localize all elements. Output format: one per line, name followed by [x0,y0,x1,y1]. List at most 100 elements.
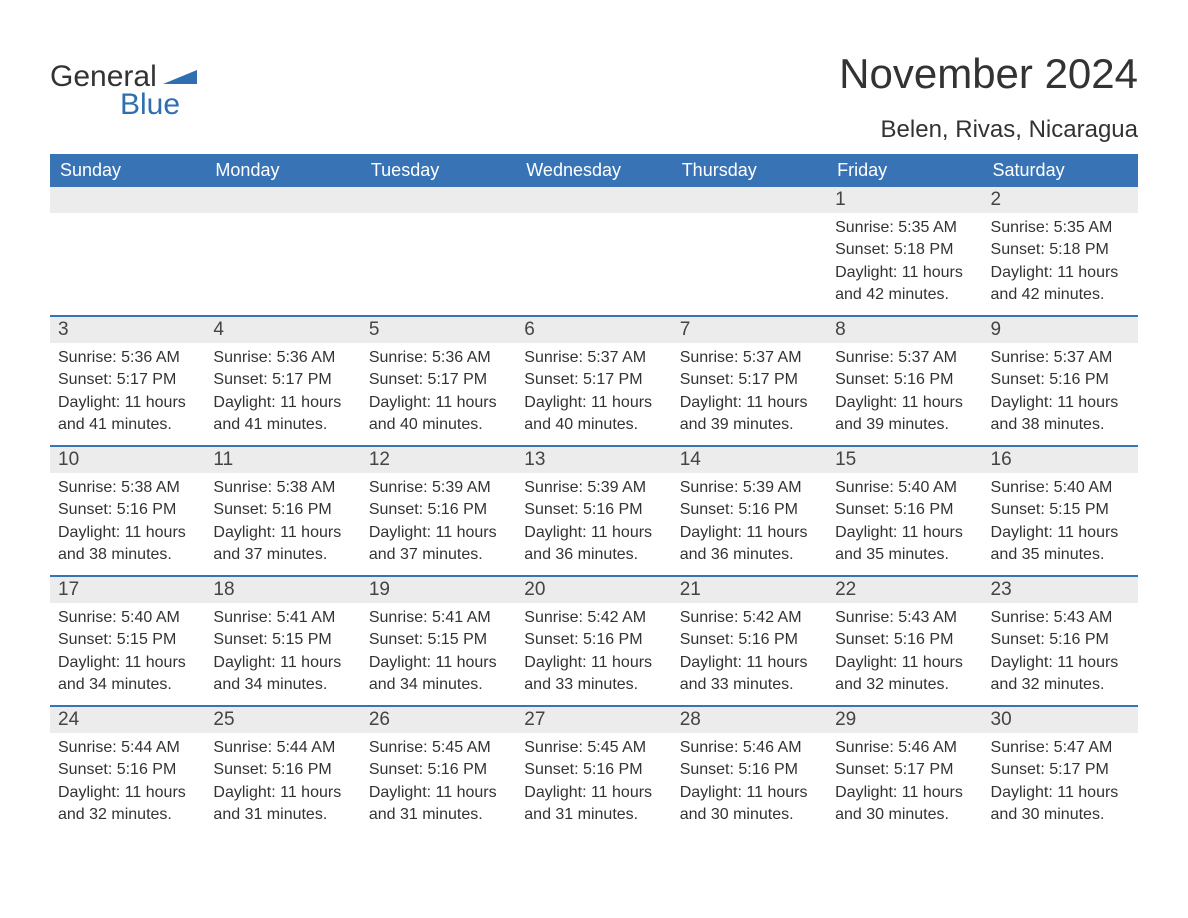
sunrise-text: Sunrise: 5:39 AM [680,477,819,499]
weeks-container: 1Sunrise: 5:35 AMSunset: 5:18 PMDaylight… [50,187,1138,835]
sunrise-text: Sunrise: 5:38 AM [213,477,352,499]
sunrise-text: Sunrise: 5:44 AM [213,737,352,759]
day-cell: 27Sunrise: 5:45 AMSunset: 5:16 PMDayligh… [516,707,671,835]
calendar-page: General Blue November 2024 Belen, Rivas,… [0,0,1188,875]
day-cell: 20Sunrise: 5:42 AMSunset: 5:16 PMDayligh… [516,577,671,705]
sunset-text: Sunset: 5:16 PM [524,759,663,781]
calendar-grid: Sunday Monday Tuesday Wednesday Thursday… [50,154,1138,835]
day-header-friday: Friday [827,154,982,187]
day-cell [50,187,205,315]
sunset-text: Sunset: 5:16 PM [524,629,663,651]
day-content: Sunrise: 5:35 AMSunset: 5:18 PMDaylight:… [983,213,1138,313]
day-content: Sunrise: 5:45 AMSunset: 5:16 PMDaylight:… [361,733,516,833]
sunset-text: Sunset: 5:16 PM [680,759,819,781]
day-cell: 7Sunrise: 5:37 AMSunset: 5:17 PMDaylight… [672,317,827,445]
day-cell: 16Sunrise: 5:40 AMSunset: 5:15 PMDayligh… [983,447,1138,575]
day-cell: 12Sunrise: 5:39 AMSunset: 5:16 PMDayligh… [361,447,516,575]
day-content: Sunrise: 5:40 AMSunset: 5:15 PMDaylight:… [50,603,205,703]
sunrise-text: Sunrise: 5:42 AM [680,607,819,629]
day-number: 8 [827,317,982,343]
daylight-text: Daylight: 11 hours and 36 minutes. [680,522,819,567]
day-number: 30 [983,707,1138,733]
day-header-row: Sunday Monday Tuesday Wednesday Thursday… [50,154,1138,187]
day-cell: 1Sunrise: 5:35 AMSunset: 5:18 PMDaylight… [827,187,982,315]
day-content: Sunrise: 5:45 AMSunset: 5:16 PMDaylight:… [516,733,671,833]
day-number [50,187,205,213]
day-number: 5 [361,317,516,343]
sunset-text: Sunset: 5:17 PM [680,369,819,391]
day-number: 14 [672,447,827,473]
day-number: 23 [983,577,1138,603]
day-content: Sunrise: 5:46 AMSunset: 5:17 PMDaylight:… [827,733,982,833]
sunset-text: Sunset: 5:16 PM [835,369,974,391]
daylight-text: Daylight: 11 hours and 39 minutes. [835,392,974,437]
sunrise-text: Sunrise: 5:43 AM [835,607,974,629]
sunset-text: Sunset: 5:17 PM [835,759,974,781]
sunset-text: Sunset: 5:16 PM [213,759,352,781]
day-content: Sunrise: 5:46 AMSunset: 5:16 PMDaylight:… [672,733,827,833]
daylight-text: Daylight: 11 hours and 34 minutes. [213,652,352,697]
daylight-text: Daylight: 11 hours and 32 minutes. [835,652,974,697]
daylight-text: Daylight: 11 hours and 30 minutes. [991,782,1130,827]
day-number: 4 [205,317,360,343]
daylight-text: Daylight: 11 hours and 39 minutes. [680,392,819,437]
day-cell: 8 Sunrise: 5:37 AMSunset: 5:16 PMDaylight… [827,317,982,445]
sunrise-text: Sunrise: 5:39 AM [369,477,508,499]
daylight-text: Daylight: 11 hours and 42 minutes. [835,262,974,307]
sunset-text: Sunset: 5:17 PM [369,369,508,391]
day-number: 24 [50,707,205,733]
day-cell: 22Sunrise: 5:43 AMSunset: 5:16 PMDayligh… [827,577,982,705]
day-cell [516,187,671,315]
sunset-text: Sunset: 5:16 PM [991,629,1130,651]
sunset-text: Sunset: 5:16 PM [991,369,1130,391]
daylight-text: Daylight: 11 hours and 37 minutes. [369,522,508,567]
sunrise-text: Sunrise: 5:35 AM [835,217,974,239]
day-content: Sunrise: 5:38 AMSunset: 5:16 PMDaylight:… [50,473,205,573]
day-number: 11 [205,447,360,473]
sunrise-text: Sunrise: 5:43 AM [991,607,1130,629]
sunset-text: Sunset: 5:16 PM [58,759,197,781]
day-number: 19 [361,577,516,603]
day-header-tuesday: Tuesday [361,154,516,187]
week-row: 1Sunrise: 5:35 AMSunset: 5:18 PMDaylight… [50,187,1138,315]
day-number [516,187,671,213]
day-content: Sunrise: 5:42 AMSunset: 5:16 PMDaylight:… [516,603,671,703]
sunset-text: Sunset: 5:16 PM [524,499,663,521]
daylight-text: Daylight: 11 hours and 41 minutes. [213,392,352,437]
daylight-text: Daylight: 11 hours and 32 minutes. [991,652,1130,697]
daylight-text: Daylight: 11 hours and 31 minutes. [213,782,352,827]
day-number: 26 [361,707,516,733]
daylight-text: Daylight: 11 hours and 33 minutes. [524,652,663,697]
day-content: Sunrise: 5:37 AMSunset: 5:17 PMDaylight:… [516,343,671,443]
sunrise-text: Sunrise: 5:40 AM [991,477,1130,499]
day-content: Sunrise: 5:41 AMSunset: 5:15 PMDaylight:… [361,603,516,703]
sunrise-text: Sunrise: 5:37 AM [835,347,974,369]
day-content: Sunrise: 5:36 AMSunset: 5:17 PMDaylight:… [50,343,205,443]
sunrise-text: Sunrise: 5:46 AM [680,737,819,759]
day-number: 25 [205,707,360,733]
week-row: 17Sunrise: 5:40 AMSunset: 5:15 PMDayligh… [50,575,1138,705]
day-content: Sunrise: 5:37 AMSunset: 5:17 PMDaylight:… [672,343,827,443]
location-text: Belen, Rivas, Nicaragua [839,116,1138,144]
day-content: Sunrise: 5:38 AMSunset: 5:16 PMDaylight:… [205,473,360,573]
day-content: Sunrise: 5:42 AMSunset: 5:16 PMDaylight:… [672,603,827,703]
sunset-text: Sunset: 5:16 PM [835,499,974,521]
day-content: Sunrise: 5:43 AMSunset: 5:16 PMDaylight:… [827,603,982,703]
day-cell: 29Sunrise: 5:46 AMSunset: 5:17 PMDayligh… [827,707,982,835]
week-row: 24Sunrise: 5:44 AMSunset: 5:16 PMDayligh… [50,705,1138,835]
day-cell [205,187,360,315]
sunrise-text: Sunrise: 5:44 AM [58,737,197,759]
sunrise-text: Sunrise: 5:36 AM [58,347,197,369]
sunset-text: Sunset: 5:15 PM [991,499,1130,521]
day-content: Sunrise: 5:40 AMSunset: 5:16 PMDaylight:… [827,473,982,573]
day-content: Sunrise: 5:39 AMSunset: 5:16 PMDaylight:… [361,473,516,573]
daylight-text: Daylight: 11 hours and 31 minutes. [369,782,508,827]
sunrise-text: Sunrise: 5:45 AM [524,737,663,759]
daylight-text: Daylight: 11 hours and 30 minutes. [835,782,974,827]
day-content: Sunrise: 5:44 AMSunset: 5:16 PMDaylight:… [205,733,360,833]
day-cell: 13Sunrise: 5:39 AMSunset: 5:16 PMDayligh… [516,447,671,575]
daylight-text: Daylight: 11 hours and 35 minutes. [991,522,1130,567]
day-number [361,187,516,213]
sunset-text: Sunset: 5:16 PM [835,629,974,651]
day-number: 12 [361,447,516,473]
